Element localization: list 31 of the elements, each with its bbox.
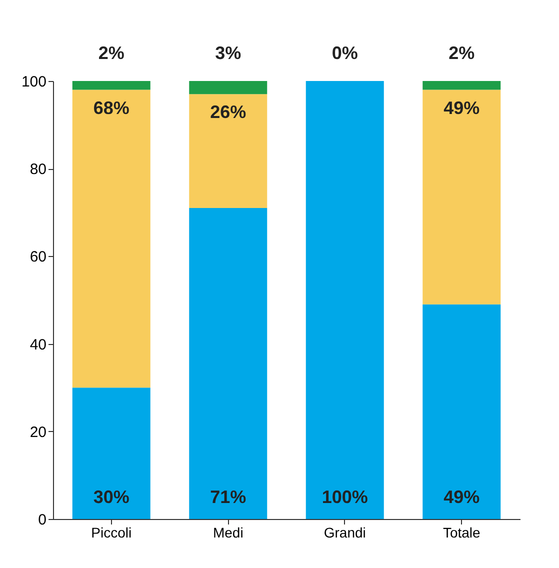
bar <box>422 304 501 519</box>
data-label: 2% <box>98 43 124 63</box>
data-label: 49% <box>444 487 480 507</box>
bar <box>72 81 150 90</box>
y-tick-label: 60 <box>30 248 46 266</box>
y-tick-label: 100 <box>21 74 46 90</box>
x-tick-label: Totale <box>442 524 481 540</box>
x-tick-label: Medi <box>212 524 244 540</box>
data-label: 49% <box>444 98 480 118</box>
bar <box>306 81 384 519</box>
y-tick-label: 20 <box>30 424 46 441</box>
bar <box>189 208 268 519</box>
y-tick-label: 80 <box>30 161 46 178</box>
data-label: 0% <box>332 43 358 63</box>
bar <box>189 94 268 208</box>
data-label: 26% <box>210 102 246 122</box>
bar <box>422 90 501 304</box>
data-label: 30% <box>93 487 130 507</box>
x-tick-label: Grandi <box>324 524 366 540</box>
bar <box>72 90 150 388</box>
y-tick-label: 0 <box>38 512 46 528</box>
data-label: 3% <box>215 43 242 63</box>
data-label: 71% <box>210 487 246 507</box>
data-label: 100% <box>322 487 368 507</box>
bar <box>72 388 150 519</box>
y-tick-label: 40 <box>30 336 46 354</box>
data-label: 68% <box>93 98 130 118</box>
x-tick-label: Piccoli <box>91 524 132 540</box>
bar <box>422 81 501 90</box>
data-label: 2% <box>448 43 475 63</box>
bar <box>189 81 268 94</box>
